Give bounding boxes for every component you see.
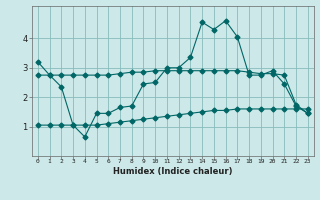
- X-axis label: Humidex (Indice chaleur): Humidex (Indice chaleur): [113, 167, 233, 176]
